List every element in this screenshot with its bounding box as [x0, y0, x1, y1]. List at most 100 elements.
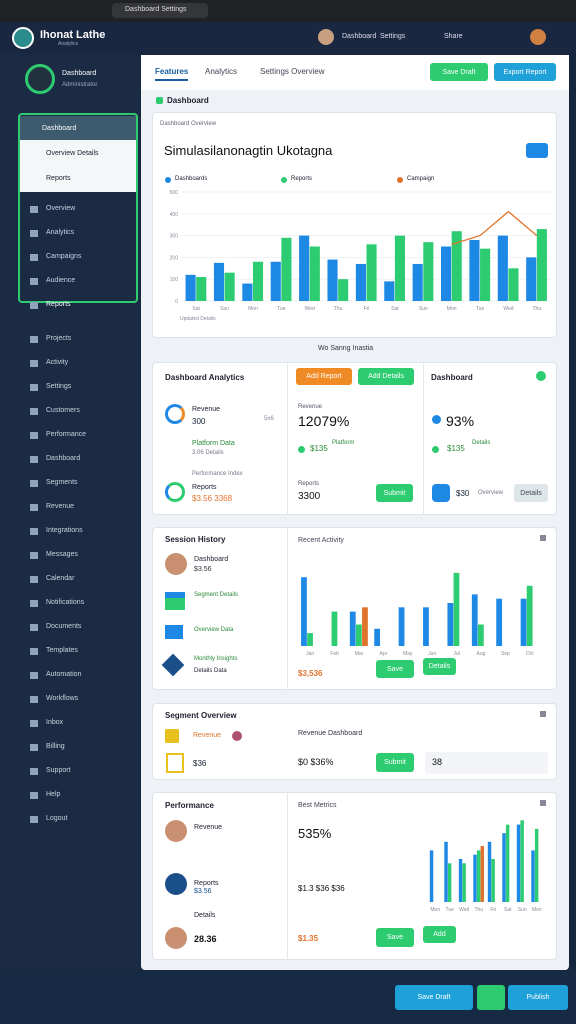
- nav-item[interactable]: Documents: [46, 623, 82, 630]
- nav-group[interactable]: [20, 116, 136, 140]
- header-user[interactable]: Dashboard: [342, 33, 377, 40]
- button[interactable]: Submit: [376, 753, 414, 772]
- nav-subitem[interactable]: Overview Details: [46, 150, 99, 157]
- bar: [526, 257, 537, 301]
- nav-icon: [30, 600, 38, 607]
- nav-item[interactable]: Projects: [46, 335, 72, 342]
- nav-item[interactable]: Performance: [46, 431, 87, 438]
- x-tick-label: Jun: [428, 651, 436, 657]
- button[interactable]: Add Details: [358, 368, 414, 385]
- row-value: $0 $36%: [298, 757, 334, 767]
- x-tick-label: Apr: [380, 651, 388, 657]
- header-menu[interactable]: Settings: [380, 33, 406, 40]
- bar: [520, 598, 527, 646]
- kpi-text: Revenue: [298, 404, 323, 410]
- row-text: Revenue Dashboard: [298, 730, 363, 737]
- x-tick-label: Jan: [306, 651, 314, 657]
- bar: [469, 239, 480, 301]
- nav-item[interactable]: Workflows: [46, 695, 79, 702]
- nav-item[interactable]: Notifications: [46, 599, 85, 606]
- nav-item[interactable]: Support: [46, 767, 71, 774]
- x-tick-label: Mon: [248, 306, 258, 312]
- legend-swatch: [281, 177, 287, 183]
- button[interactable]: Publish: [508, 985, 568, 1010]
- nav-item[interactable]: Templates: [46, 647, 78, 654]
- x-tick-label: Mon: [532, 907, 542, 913]
- x-tick-label: Fri: [364, 306, 370, 312]
- button[interactable]: Details: [514, 484, 548, 502]
- row-text: Segment Details: [194, 592, 239, 598]
- tab[interactable]: Settings Overview: [260, 67, 325, 76]
- header-link[interactable]: Share: [444, 33, 463, 40]
- button[interactable]: Save: [376, 660, 414, 678]
- profile-icon: [25, 64, 55, 94]
- bar: [349, 611, 356, 646]
- bar: [338, 279, 349, 301]
- button[interactable]: Submit: [376, 484, 413, 502]
- bar: [487, 841, 492, 902]
- button[interactable]: Export Report: [494, 63, 556, 81]
- nav-item[interactable]: Customers: [46, 407, 80, 414]
- kpi-text: 93%: [446, 413, 475, 429]
- nav-item[interactable]: Billing: [46, 743, 65, 750]
- nav-icon: [30, 648, 38, 655]
- nav-item[interactable]: Audience: [46, 277, 76, 284]
- button[interactable]: Details: [423, 658, 456, 675]
- nav-subitem[interactable]: Reports: [46, 175, 71, 182]
- dot: [298, 446, 305, 453]
- nav-icon: [30, 552, 38, 559]
- bar: [447, 863, 452, 902]
- nav-group-label[interactable]: Dashboard: [42, 125, 77, 132]
- nav-item[interactable]: Overview: [46, 205, 76, 212]
- nav-item[interactable]: Integrations: [46, 527, 83, 534]
- nav-item[interactable]: Help: [46, 791, 61, 798]
- browser-tab[interactable]: [112, 3, 208, 18]
- nav-item[interactable]: Campaigns: [46, 253, 82, 260]
- nav-item[interactable]: Activity: [46, 359, 69, 366]
- bar: [526, 585, 533, 646]
- nav-item[interactable]: Reports: [46, 301, 71, 308]
- bar: [366, 244, 377, 301]
- kpi-text: $30: [456, 489, 470, 498]
- nav-icon: [30, 768, 38, 775]
- icon-button[interactable]: [477, 985, 505, 1010]
- button[interactable]: Add: [423, 926, 456, 943]
- card-title: Dashboard Analytics: [165, 373, 245, 382]
- bar: [374, 628, 381, 646]
- nav-item[interactable]: Messages: [46, 551, 78, 558]
- icon: [232, 731, 242, 741]
- nav-item[interactable]: Segments: [46, 479, 78, 486]
- tab[interactable]: Features: [155, 67, 189, 81]
- nav-item[interactable]: Inbox: [46, 719, 64, 726]
- app-header: [0, 22, 576, 54]
- x-tick-label: Sep: [501, 651, 510, 657]
- y-tick-label: 400: [170, 212, 179, 218]
- icon: [165, 592, 185, 610]
- avatar: [165, 820, 187, 842]
- nav-icon: [30, 672, 38, 679]
- card-label: Dashboard Overview: [160, 121, 217, 127]
- dropdown-button[interactable]: [526, 143, 548, 158]
- button[interactable]: Save Draft: [395, 985, 473, 1010]
- avatar: [165, 553, 187, 575]
- legend-label: Campaign: [407, 176, 435, 182]
- nav-item[interactable]: Settings: [46, 383, 72, 390]
- person-name: Reports: [194, 880, 219, 887]
- x-tick-label: Wed: [503, 306, 513, 312]
- tab[interactable]: Analytics: [205, 67, 238, 76]
- nav-item[interactable]: Logout: [46, 815, 68, 822]
- section-icon: [156, 97, 163, 104]
- button[interactable]: Save: [376, 928, 414, 947]
- nav-item[interactable]: Analytics: [46, 229, 75, 236]
- nav-item[interactable]: Calendar: [46, 575, 75, 582]
- avatar: [165, 873, 187, 895]
- nav-item[interactable]: Revenue: [46, 503, 75, 510]
- row-text: Monthly Insights: [194, 656, 238, 662]
- nav-item[interactable]: Dashboard: [46, 455, 81, 462]
- button[interactable]: Save Draft: [430, 63, 488, 81]
- nav-icon: [30, 528, 38, 535]
- nav-item[interactable]: Automation: [46, 671, 82, 678]
- legend-swatch: [165, 177, 171, 183]
- button[interactable]: Add Report: [296, 368, 352, 385]
- tab-title: Dashboard Settings: [125, 6, 187, 13]
